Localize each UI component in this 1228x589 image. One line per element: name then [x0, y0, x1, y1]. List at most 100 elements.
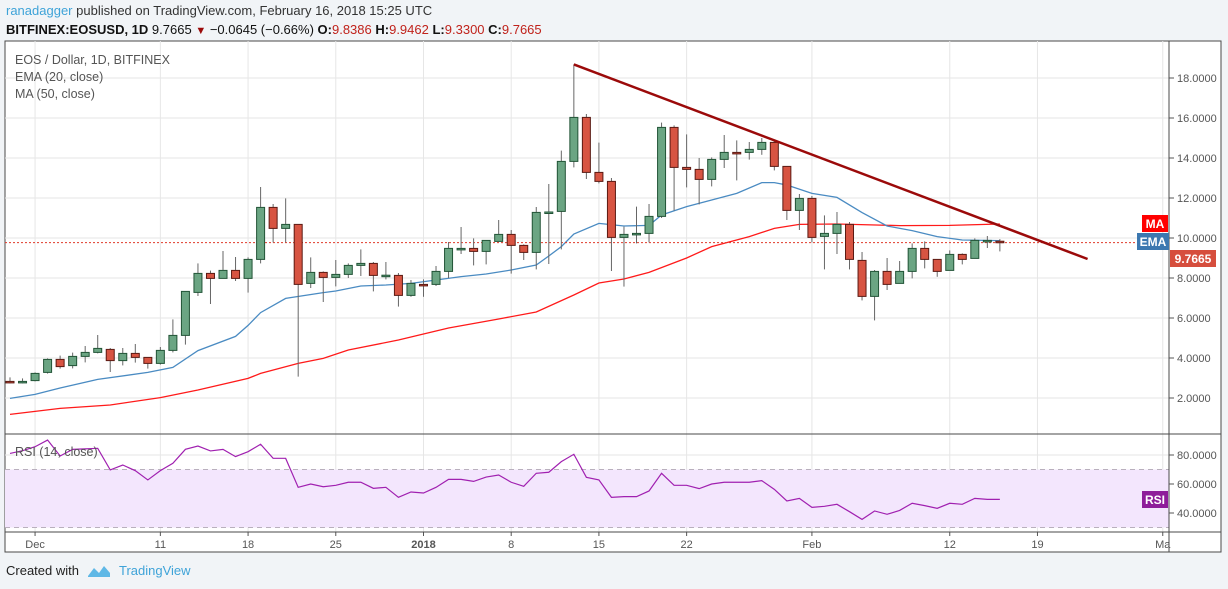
candle: [130, 344, 140, 363]
candle: [168, 319, 178, 353]
candle: [118, 348, 128, 366]
candle-body-down: [995, 240, 1005, 244]
price-tick-label: 6.0000: [1177, 313, 1211, 325]
candle-body-down: [932, 258, 942, 272]
indicator-lines: [5, 181, 1169, 521]
close-label: C:: [488, 22, 502, 37]
candle-body-down: [669, 126, 679, 168]
candle-body-up: [832, 223, 842, 234]
symbol-name: BITFINEX:EOSUSD, 1D: [6, 22, 149, 37]
triangle-down-icon: ▼: [195, 25, 207, 37]
candle: [932, 258, 942, 277]
candle: [381, 262, 391, 280]
candle: [30, 372, 40, 382]
candle-body-up: [243, 258, 253, 279]
candle-body-down: [5, 380, 15, 384]
price-tick-label: 12.0000: [1177, 193, 1217, 205]
candle: [80, 346, 90, 363]
candle: [218, 251, 228, 279]
candle: [794, 194, 804, 230]
tradingview-link[interactable]: TradingView: [118, 563, 191, 578]
candle: [343, 263, 353, 278]
candle: [719, 135, 729, 168]
candle: [870, 270, 880, 321]
candle: [782, 165, 792, 220]
candle: [231, 257, 241, 281]
candle: [68, 352, 78, 369]
candle-body-down: [506, 233, 516, 246]
time-tick-label: 11: [155, 539, 166, 551]
rsi-band-lines: [5, 469, 1169, 528]
candle-body-down: [782, 165, 792, 211]
publish-info: ranadagger published on TradingView.com,…: [6, 3, 432, 18]
rsi-badge: RSI: [1142, 491, 1168, 508]
candle: [55, 355, 65, 369]
candle: [732, 140, 742, 181]
candle: [293, 223, 303, 377]
ma-badge-text: MA: [1146, 217, 1165, 231]
candle-body-down: [318, 271, 328, 278]
legend-ema: EMA (20, close): [15, 70, 103, 84]
candle-body-down: [694, 168, 704, 180]
footer: Created with TradingView: [6, 563, 191, 578]
candle: [857, 252, 867, 301]
candle-body-down: [682, 166, 692, 170]
ma-line: [9, 223, 1000, 416]
candle: [494, 220, 504, 242]
candle: [769, 140, 779, 171]
candle: [205, 270, 215, 304]
candle: [481, 239, 491, 265]
candle-body-up: [168, 334, 178, 351]
candle: [845, 222, 855, 270]
candle: [155, 347, 165, 365]
candle: [18, 378, 28, 384]
open-label: O:: [317, 22, 332, 37]
candle-body-down: [732, 151, 742, 155]
ema-line: [9, 181, 1000, 400]
candle-body-down: [55, 358, 65, 368]
candle: [694, 158, 704, 205]
candle: [982, 236, 992, 248]
candle: [995, 239, 1005, 252]
candle-body-down: [293, 223, 303, 285]
candle: [707, 157, 717, 187]
time-tick-label: 25: [330, 539, 342, 551]
candle: [268, 204, 278, 243]
candle: [669, 125, 679, 211]
rsi-tick-label: 80.0000: [1177, 450, 1217, 462]
candle-body-up: [444, 247, 454, 272]
candles: [5, 63, 1089, 384]
candle: [306, 257, 316, 288]
candle-body-up: [431, 270, 441, 285]
candle: [832, 212, 842, 254]
rsi-badge-text: RSI: [1145, 493, 1165, 507]
candle-body-down: [857, 259, 867, 297]
candle-body-up: [707, 158, 717, 180]
candle: [444, 242, 454, 278]
price-tick-label: 14.0000: [1177, 153, 1217, 165]
low-label: L:: [432, 22, 445, 37]
trendline: [573, 63, 1089, 261]
candle-body-up: [744, 148, 754, 153]
candle-body-up: [155, 349, 165, 364]
candle-body-down: [418, 283, 428, 287]
author-link[interactable]: ranadagger: [6, 3, 73, 18]
candle: [431, 266, 441, 286]
candle-body-up: [30, 372, 40, 382]
candle-body-up: [544, 211, 554, 214]
candle-body-down: [920, 247, 930, 260]
candle: [456, 227, 466, 254]
candle-body-down: [231, 269, 241, 279]
publish-text: published on TradingView.com, February 1…: [76, 3, 433, 18]
candle: [318, 271, 328, 302]
ma-badge: MA: [1142, 215, 1168, 232]
chart-frame: [4, 40, 1222, 553]
candle-body-up: [93, 347, 103, 353]
candle: [556, 150, 566, 250]
candle-body-down: [268, 206, 278, 229]
time-tick-label: 19: [1031, 539, 1043, 551]
price-tick-label: 10.0000: [1177, 233, 1217, 245]
candle-body-down: [594, 171, 604, 182]
candle: [819, 215, 829, 270]
